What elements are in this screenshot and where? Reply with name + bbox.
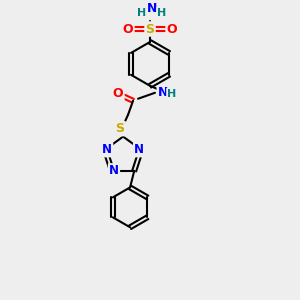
Text: H: H — [167, 89, 176, 99]
Text: O: O — [113, 87, 123, 100]
Text: N: N — [134, 143, 144, 156]
Text: H: H — [137, 8, 147, 18]
Text: O: O — [123, 22, 134, 35]
Text: O: O — [167, 22, 177, 35]
Text: N: N — [109, 164, 119, 177]
Text: S: S — [146, 22, 154, 35]
Text: N: N — [158, 86, 168, 99]
Text: N: N — [147, 2, 157, 15]
Text: H: H — [157, 8, 167, 18]
Text: N: N — [102, 143, 112, 156]
Text: S: S — [116, 122, 124, 135]
